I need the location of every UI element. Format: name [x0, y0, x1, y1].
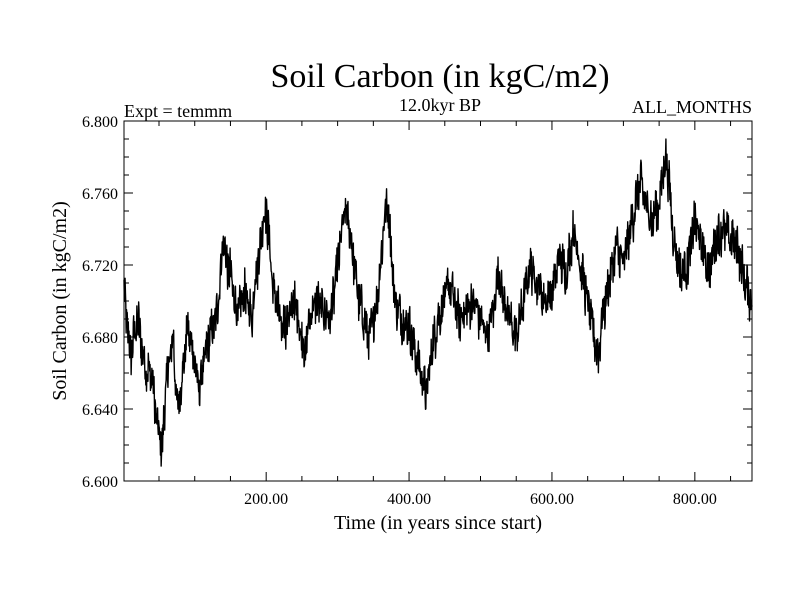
y-tick-label: 6.600 [82, 474, 118, 491]
y-tick-label: 6.800 [82, 114, 118, 131]
y-tick-label: 6.640 [82, 402, 118, 419]
y-tick-label: 6.720 [82, 258, 118, 275]
months-label: ALL_MONTHS [632, 97, 752, 117]
x-tick-label: 800.00 [673, 491, 717, 508]
y-tick-label: 6.760 [82, 186, 118, 203]
x-tick-label: 600.00 [530, 491, 574, 508]
y-axis-label: Soil Carbon (in kgC/m2) [49, 201, 71, 400]
x-axis-label: Time (in years since start) [334, 512, 542, 534]
x-tick-label: 200.00 [244, 491, 288, 508]
y-tick-label: 6.680 [82, 330, 118, 347]
experiment-label: Expt = temmm [124, 101, 233, 121]
chart-subtitle: 12.0kyr BP [398, 95, 481, 115]
chart-title: Soil Carbon (in kgC/m2) [270, 58, 610, 95]
x-tick-label: 400.00 [387, 491, 431, 508]
series-line-0 [123, 138, 753, 467]
